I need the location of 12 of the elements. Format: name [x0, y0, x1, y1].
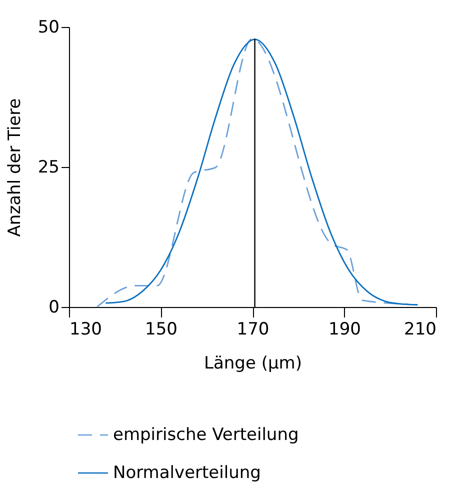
x-tick-label: 170	[236, 320, 270, 340]
x-tick-label: 210	[404, 320, 436, 340]
y-tick-label: 25	[38, 158, 60, 178]
legend-label: Normalverteilung	[113, 463, 261, 483]
y-tick-label: 50	[38, 18, 60, 38]
x-tick-label: 130	[70, 320, 102, 340]
x-tick-label: 150	[145, 320, 178, 340]
x-axis-title: Länge (µm)	[204, 354, 302, 374]
x-tick-label: 190	[328, 320, 361, 340]
y-axis-title: Anzahl der Tiere	[4, 98, 25, 237]
legend-label: empirische Verteilung	[113, 425, 299, 445]
y-tick-label: 0	[48, 298, 60, 318]
